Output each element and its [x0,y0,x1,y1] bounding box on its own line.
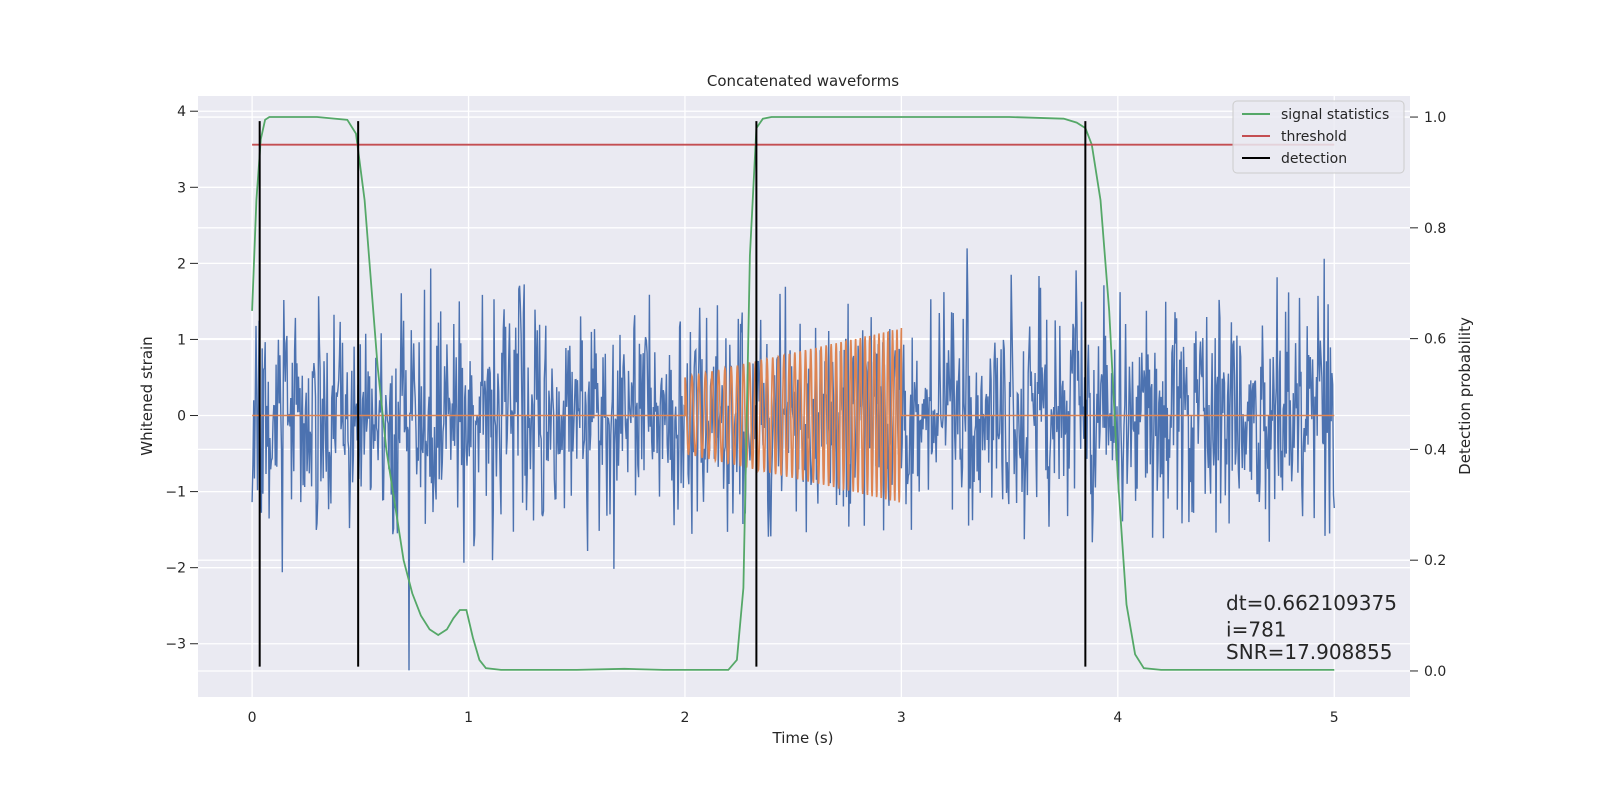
probability-series [251,116,1335,671]
y2-axis-label: Detection probability [1456,317,1474,475]
y-axis-ticks: −3 −2 −1 0 1 2 3 4 [165,104,198,653]
y2-tick-label: 0.4 [1424,442,1446,458]
y-tick-label: −1 [165,485,186,501]
y2-tick-label: 0.0 [1424,664,1446,680]
injected-signal-series [252,327,1335,503]
y2-tick-label: 1.0 [1424,110,1446,126]
y-tick-label: 0 [177,409,186,425]
detection-lines [258,121,1087,667]
annotation-text: dt=0.662109375 [1226,591,1397,615]
y2-axis-ticks: 0.0 0.2 0.4 0.6 0.8 1.0 [1410,110,1446,680]
y-tick-label: 2 [177,256,186,272]
y-tick-label: −3 [165,637,186,653]
y-axis-label: Whitened strain [138,336,156,455]
x-tick-label: 5 [1330,710,1339,726]
y2-tick-label: 0.8 [1424,221,1446,237]
y2-tick-label: 0.6 [1424,332,1446,348]
x-tick-label: 4 [1113,710,1122,726]
x-tick-label: 2 [681,710,690,726]
chart-title: Concatenated waveforms [707,72,899,90]
x-axis-ticks: 0 1 2 3 4 5 [248,710,1339,726]
x-tick-label: 0 [248,710,257,726]
y-tick-label: 1 [177,332,186,348]
y-tick-label: 3 [177,180,186,196]
grid-horizontal-right [198,116,1410,672]
legend-label: threshold [1281,129,1347,145]
annotation-text: SNR=17.908855 [1226,640,1392,664]
x-tick-label: 1 [464,710,473,726]
x-axis-label: Time (s) [772,729,834,747]
y-tick-label: 4 [177,104,186,120]
signal-statistics-line [251,116,1335,671]
y2-tick-label: 0.2 [1424,553,1446,569]
x-tick-label: 3 [897,710,906,726]
legend-label: signal statistics [1281,107,1389,123]
legend-box [1232,100,1405,174]
y-tick-label: −2 [165,561,186,577]
legend-label: detection [1281,151,1347,167]
annotation-text: i=781 [1226,618,1287,642]
legend: signal statistics threshold detection [1232,100,1405,174]
